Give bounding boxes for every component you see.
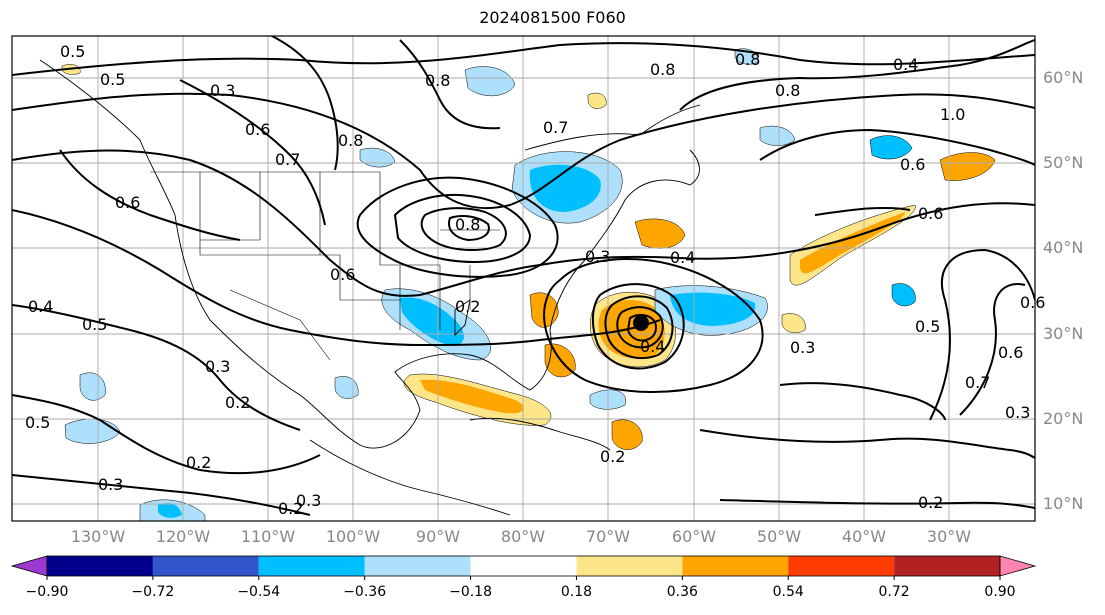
contour-label: 0.6 [900, 155, 925, 174]
lat-label: 50°N [1043, 153, 1084, 172]
colorbar-tick-label: −0.36 [343, 584, 387, 600]
lon-label: 80°W [500, 527, 546, 546]
shaded-fields [61, 48, 996, 521]
colorbar-tick-label: 0.36 [666, 584, 698, 600]
lon-label: 50°W [756, 527, 802, 546]
colorbar-tick-label: −0.72 [131, 584, 175, 600]
contour-label: 0.6 [918, 204, 943, 223]
contour-label: 0.4 [670, 248, 695, 267]
colorbar-segment [576, 556, 683, 576]
contour-label: 0.4 [28, 297, 53, 316]
lon-label: 120°W [155, 527, 211, 546]
contour-lines [12, 36, 1035, 516]
contour-label: 0.2 [225, 393, 250, 412]
lat-label: 10°N [1043, 494, 1084, 513]
contour-label: 0.3 [585, 247, 610, 266]
contour-label: 0.8 [735, 50, 760, 69]
contour-label: 0.2 [186, 453, 211, 472]
contour-label: 0.4 [640, 337, 665, 356]
contour-label: 0.4 [893, 55, 918, 74]
lon-label: 130°W [70, 527, 126, 546]
contour-label: 0.3 [1005, 403, 1030, 422]
colorbar-segment [894, 556, 1000, 576]
contour-label: 0.5 [60, 42, 85, 61]
contour-label: 0.7 [965, 373, 990, 392]
contour-label: 0.6 [1020, 293, 1045, 312]
contour-label: 0.3 [98, 475, 123, 494]
lon-label: 30°W [926, 527, 972, 546]
contour-label: 0.6 [245, 120, 270, 139]
lon-label: 60°W [671, 527, 717, 546]
contour-label: 0.5 [82, 315, 107, 334]
contour-label: 0.3 [296, 491, 321, 510]
colorbar-segment [258, 556, 365, 576]
colorbar-tick-label: 0.54 [772, 584, 804, 600]
colorbar-outline [46, 555, 1001, 577]
colorbar-tick-label: −0.54 [237, 584, 281, 600]
colorbar-segment [47, 556, 153, 576]
contour-label: 0.7 [275, 150, 300, 169]
contour-label: 0.5 [915, 317, 940, 336]
cyclone-center-marker [633, 315, 649, 331]
lon-label: 70°W [585, 527, 631, 546]
colorbar-segment [470, 556, 577, 576]
colorbar-segment [682, 556, 789, 576]
lon-label: 40°W [841, 527, 887, 546]
lon-label: 90°W [415, 527, 461, 546]
colorbar-tick-label: −0.18 [449, 584, 492, 600]
lat-label: 30°N [1043, 324, 1084, 343]
colorbar-extend-low [10, 555, 48, 577]
colorbar-tick-label: 0.72 [878, 584, 910, 600]
contour-label: 0.8 [425, 71, 450, 90]
contour-label: 0.8 [775, 81, 800, 100]
colorbar-tick-label: 0.90 [984, 584, 1016, 600]
contour-label: 0.8 [338, 131, 363, 150]
contour-label: 0.5 [25, 413, 50, 432]
lat-label: 40°N [1043, 238, 1084, 257]
colorbar-segment [152, 556, 259, 576]
colorbar-segment [788, 556, 895, 576]
contour-label: 0.6 [998, 343, 1023, 362]
lat-label: 60°N [1043, 68, 1084, 87]
contour-label: 0.8 [650, 60, 675, 79]
contour-label: 0.6 [330, 265, 355, 284]
contour-label: 0.2 [600, 447, 625, 466]
lon-label: 100°W [325, 527, 381, 546]
contour-label: 0.2 [918, 493, 943, 512]
contour-label: 0.6 [115, 193, 140, 212]
colorbar-segment [364, 556, 471, 576]
lon-label: 110°W [240, 527, 296, 546]
contour-label: 1.0 [940, 105, 965, 124]
contour-label: 0.3 [210, 81, 235, 100]
contour-label: 0.2 [278, 499, 303, 518]
map-title: 2024081500 F060 [479, 8, 626, 27]
contour-value-labels: 0.5 0.5 0.3 0.6 0.7 0.8 0.6 0.4 0.5 0.3 … [25, 42, 1045, 518]
contour-label: 0.8 [455, 215, 480, 234]
colorbar-extend-high [999, 555, 1037, 577]
map-frame [11, 35, 1036, 522]
colorbar-tick-label: 0.18 [560, 584, 593, 600]
lat-label: 20°N [1043, 409, 1084, 428]
state-borders [150, 171, 500, 361]
contour-label: 0.3 [790, 338, 815, 357]
colorbar-tick-label: −0.90 [25, 584, 69, 600]
contour-label: 0.2 [455, 297, 480, 316]
contour-label: 0.7 [543, 118, 568, 137]
contour-label: 0.5 [100, 70, 125, 89]
contour-label: 0.3 [205, 357, 230, 376]
